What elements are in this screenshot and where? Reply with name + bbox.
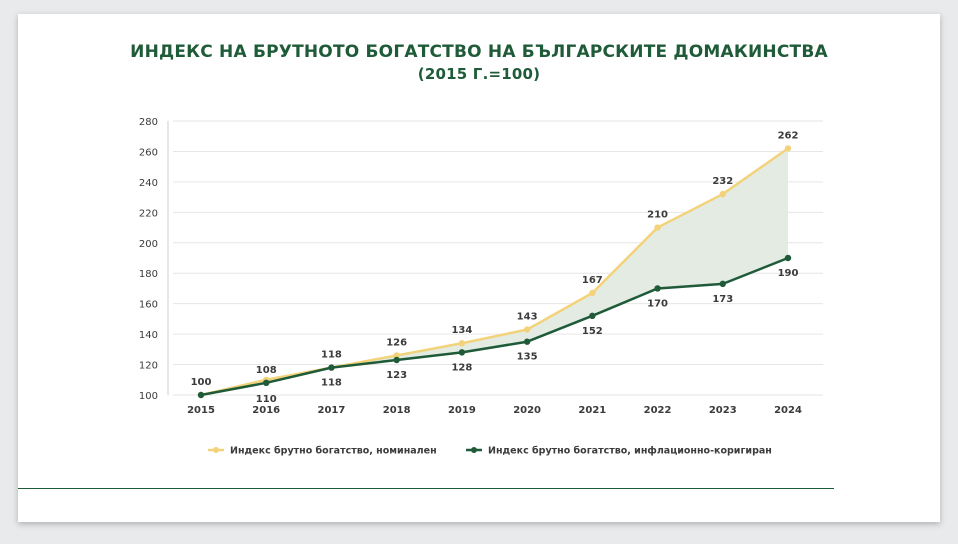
nominal-data-label: 134	[451, 325, 472, 336]
x-tick-label: 2024	[774, 405, 802, 416]
y-tick-label: 180	[139, 269, 158, 280]
nominal-data-label: 262	[778, 130, 799, 141]
nominal-data-label: 210	[647, 210, 668, 221]
y-tick-label: 100	[139, 391, 158, 402]
chart-title: ИНДЕКС НА БРУТНОТО БОГАТСТВО НА БЪЛГАРСК…	[130, 42, 828, 62]
legend-real-label: Индекс брутно богатство, инфлационно-кор…	[488, 446, 772, 457]
real-series-point	[784, 254, 792, 262]
real-series-line	[200, 256, 789, 397]
nominal-data-label: 110	[256, 394, 277, 405]
real-series-point	[263, 379, 270, 387]
real-series-point	[393, 356, 400, 364]
real-data-label: 173	[712, 294, 733, 305]
real-data-label: 135	[517, 352, 538, 363]
nominal-data-label: 100	[191, 377, 212, 388]
nominal-series-point	[719, 190, 726, 198]
y-tick-label: 160	[139, 300, 158, 311]
real-data-label: 123	[386, 370, 407, 381]
x-tick-label: 2016	[252, 405, 280, 416]
chart-subtitle: (2015 Г.=100)	[417, 65, 541, 83]
y-tick-label: 280	[139, 117, 158, 128]
nominal-series-point	[523, 326, 531, 333]
x-tick-label: 2019	[448, 405, 476, 416]
x-tick-label: 2023	[709, 405, 737, 416]
x-tick-label: 2020	[513, 405, 541, 416]
x-tick-label: 2017	[318, 405, 346, 416]
real-series-point	[458, 349, 466, 356]
real-series-point	[719, 280, 726, 288]
real-series-point	[523, 338, 531, 345]
y-tick-label: 200	[139, 239, 158, 250]
y-tick-label: 220	[139, 208, 158, 219]
x-tick-label: 2022	[644, 405, 672, 416]
nominal-series-point	[589, 289, 596, 297]
x-tick-label: 2018	[383, 405, 411, 416]
nominal-data-label: 232	[712, 176, 733, 187]
y-tick-label: 140	[139, 330, 158, 341]
nominal-data-label: 118	[321, 350, 342, 361]
real-data-label: 190	[778, 268, 799, 279]
legend-nominal-label: Индекс брутно богатство, номинален	[230, 446, 437, 457]
line-chart: 100 120 140 160 180 200 220 240 260 280 2015 2016 20…	[139, 117, 823, 457]
nominal-data-label: 143	[517, 312, 538, 323]
legend-real-swatch-point	[471, 447, 477, 453]
nominal-series-point	[784, 145, 792, 152]
gap-area	[201, 148, 788, 395]
real-series-point	[197, 391, 205, 399]
nominal-series-line	[200, 147, 789, 397]
legend-nominal-swatch-point	[213, 447, 219, 453]
x-tick-label: 2021	[578, 405, 606, 416]
nominal-series-point	[654, 224, 661, 231]
x-tick-label: 2015	[187, 405, 215, 416]
slide: ИНДЕКС НА БРУТНОТО БОГАТСТВО НА БЪЛГАРСК…	[18, 14, 940, 522]
y-tick-label: 260	[139, 147, 158, 158]
nominal-series-point	[393, 352, 400, 359]
y-tick-label: 240	[139, 178, 158, 189]
real-series-point	[654, 285, 661, 292]
real-series-point	[589, 312, 596, 320]
real-data-label: 170	[647, 298, 668, 309]
nominal-data-label: 167	[582, 275, 603, 286]
real-data-label: 128	[451, 362, 472, 373]
footer-divider	[18, 488, 834, 489]
nominal-data-label: 126	[386, 337, 407, 348]
real-data-label: 152	[582, 326, 603, 337]
real-series-point	[328, 364, 335, 371]
real-data-label: 108	[256, 365, 277, 376]
nominal-series-point	[458, 340, 466, 347]
y-tick-label: 120	[139, 361, 158, 372]
real-data-label: 118	[321, 378, 342, 389]
